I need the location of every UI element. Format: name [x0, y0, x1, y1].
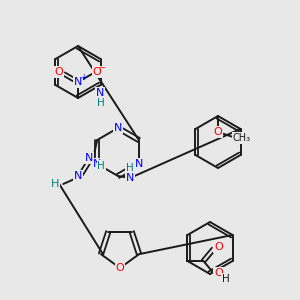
Text: CH₃: CH₃: [233, 133, 251, 143]
Text: N: N: [96, 88, 105, 98]
Text: O: O: [214, 127, 222, 137]
Text: N: N: [74, 171, 82, 181]
Text: N: N: [74, 77, 82, 87]
Text: H: H: [51, 179, 59, 189]
Text: N: N: [135, 159, 143, 169]
Text: H: H: [97, 161, 105, 171]
Text: O: O: [116, 263, 124, 273]
Text: H: H: [222, 274, 230, 284]
Text: +: +: [80, 74, 86, 82]
Text: O: O: [93, 67, 101, 77]
Text: −: −: [98, 64, 106, 73]
Text: O: O: [214, 268, 223, 278]
Text: H: H: [126, 163, 134, 173]
Text: N: N: [114, 123, 122, 133]
Text: N: N: [85, 153, 93, 163]
Text: O: O: [214, 242, 223, 252]
Text: O: O: [55, 67, 63, 77]
Text: H: H: [97, 98, 104, 108]
Text: N: N: [126, 173, 134, 183]
Text: N: N: [93, 159, 101, 169]
